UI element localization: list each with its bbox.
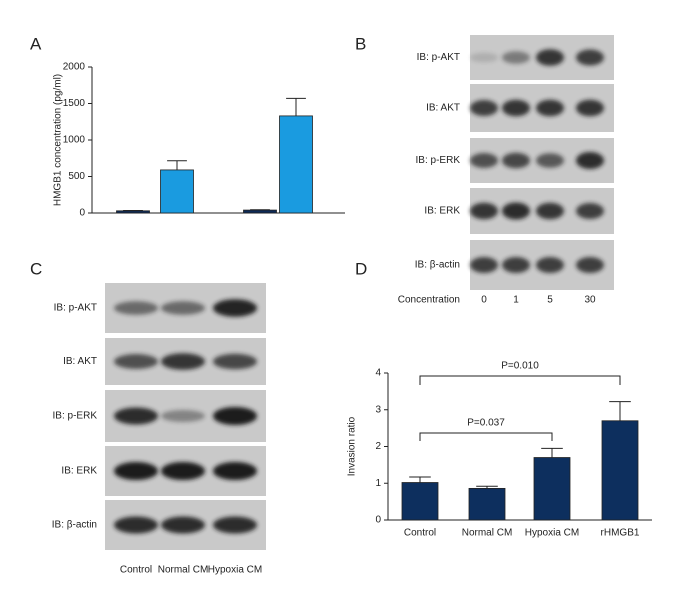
blot-band bbox=[470, 202, 498, 220]
blot-band bbox=[161, 301, 205, 315]
blot-band bbox=[502, 152, 530, 169]
blot-band bbox=[576, 203, 604, 219]
bar bbox=[533, 457, 571, 521]
lane-label: 30 bbox=[584, 295, 596, 306]
blot-band bbox=[470, 52, 498, 63]
bar bbox=[401, 482, 439, 521]
blot-band bbox=[114, 462, 158, 480]
significance-bracket bbox=[419, 375, 621, 385]
y-tick-label: 1500 bbox=[63, 98, 86, 109]
bar bbox=[160, 169, 194, 214]
blot-row-label: IB: ERK bbox=[61, 466, 97, 477]
blot-x-label: Concentration bbox=[398, 295, 460, 306]
y-tick-label: 0 bbox=[79, 208, 85, 219]
blot-band bbox=[470, 257, 498, 273]
lane-label: Normal CM bbox=[158, 565, 209, 576]
blot-row-label: IB: ERK bbox=[424, 206, 460, 217]
blot-band bbox=[502, 99, 530, 117]
blot-band bbox=[470, 100, 498, 116]
blot-band bbox=[213, 299, 257, 317]
p-value: P=0.010 bbox=[501, 361, 539, 372]
y-tick-label: 500 bbox=[68, 171, 85, 182]
blot-row-label: IB: p-ERK bbox=[416, 155, 461, 166]
blot-band bbox=[576, 99, 604, 117]
blot-band bbox=[576, 152, 604, 169]
bar bbox=[243, 209, 277, 214]
bar bbox=[116, 210, 150, 214]
blot-band bbox=[114, 354, 158, 369]
blot-band bbox=[502, 202, 530, 220]
blot-band bbox=[213, 407, 257, 425]
blot-row-label: IB: p-AKT bbox=[54, 303, 97, 314]
blot-band bbox=[502, 257, 530, 273]
blot-band bbox=[536, 257, 564, 273]
blot-band bbox=[536, 99, 564, 117]
blot-band bbox=[213, 462, 257, 480]
blot-band bbox=[161, 516, 205, 534]
lane-label: Control bbox=[120, 565, 152, 576]
x-tick-label: rHMGB1 bbox=[601, 528, 640, 539]
blot-band bbox=[114, 407, 158, 425]
bar bbox=[601, 420, 639, 521]
x-tick-label: Hypoxia CM bbox=[525, 528, 579, 539]
blot-row-label: IB: β-actin bbox=[415, 260, 460, 271]
blot-band bbox=[161, 462, 205, 480]
blot-row-label: IB: AKT bbox=[426, 103, 460, 114]
blot-band bbox=[470, 153, 498, 168]
y-tick-label: 1 bbox=[375, 478, 381, 489]
x-tick-label: Normal CM bbox=[462, 528, 513, 539]
panel-label: C bbox=[30, 259, 42, 278]
blot-band bbox=[161, 410, 205, 422]
blot-row-label: IB: β-actin bbox=[52, 520, 97, 531]
panel-label: B bbox=[355, 34, 366, 53]
lane-label: Hypoxia CM bbox=[208, 565, 262, 576]
y-tick-label: 3 bbox=[375, 404, 381, 415]
lane-label: 0 bbox=[481, 295, 487, 306]
y-tick-label: 2000 bbox=[63, 62, 86, 73]
p-value: P=0.037 bbox=[467, 418, 505, 429]
y-axis-label: HMGB1 concentration (pg/ml) bbox=[53, 74, 64, 206]
panel-label: D bbox=[355, 259, 367, 278]
blot-band bbox=[114, 301, 158, 315]
y-tick-label: 0 bbox=[375, 515, 381, 526]
bar bbox=[279, 115, 313, 214]
blot-band bbox=[536, 202, 564, 220]
lane-label: 1 bbox=[513, 295, 519, 306]
blot-row-label: IB: AKT bbox=[63, 356, 97, 367]
y-tick-label: 4 bbox=[375, 368, 381, 379]
x-tick-label: Control bbox=[404, 528, 436, 539]
blot-band bbox=[576, 49, 604, 66]
blot-band bbox=[213, 516, 257, 534]
blot-band bbox=[536, 49, 564, 66]
blot-band bbox=[114, 516, 158, 534]
blot-band bbox=[161, 353, 205, 370]
bar bbox=[468, 487, 506, 521]
blot-band bbox=[576, 257, 604, 273]
blot-row-label: IB: p-ERK bbox=[53, 411, 98, 422]
y-axis-label: Invasion ratio bbox=[347, 416, 358, 476]
blot-band bbox=[536, 153, 564, 168]
y-tick-label: 2 bbox=[375, 441, 381, 452]
y-tick-label: 1000 bbox=[63, 135, 86, 146]
blot-band bbox=[213, 353, 257, 370]
blot-band bbox=[502, 51, 530, 64]
lane-label: 5 bbox=[547, 295, 553, 306]
significance-bracket bbox=[419, 432, 553, 441]
panel-label: A bbox=[30, 34, 42, 53]
blot-row-label: IB: p-AKT bbox=[417, 52, 460, 63]
